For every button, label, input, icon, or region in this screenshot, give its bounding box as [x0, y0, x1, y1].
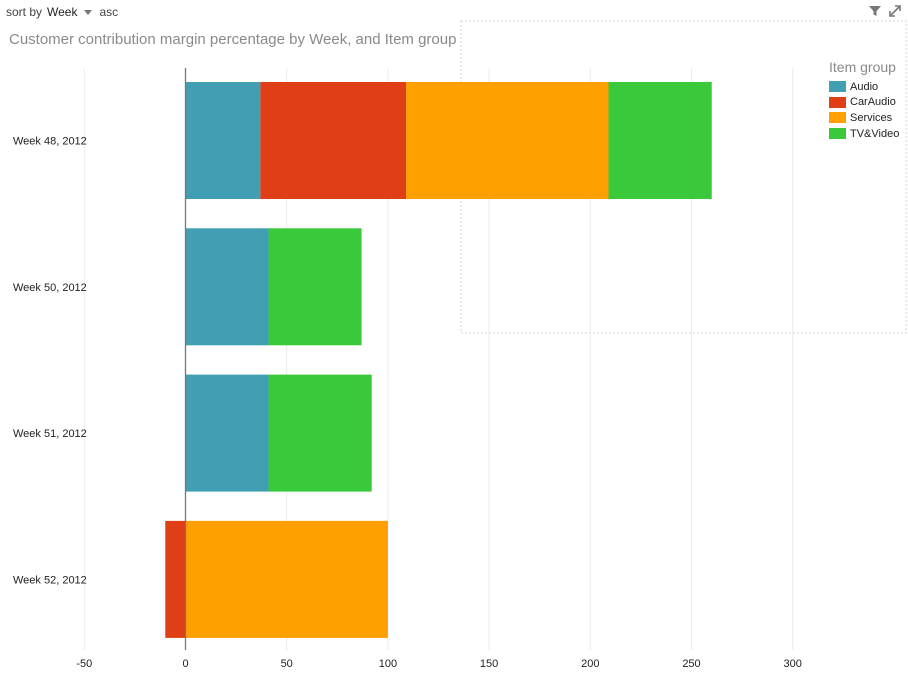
y-category-label: Week 52, 2012 — [13, 574, 87, 586]
bar-segment[interactable] — [268, 228, 362, 346]
filter-icon[interactable] — [868, 4, 882, 18]
legend-label: CarAudio — [850, 96, 896, 109]
legend-swatch — [829, 112, 846, 124]
x-tick-label: 50 — [281, 658, 293, 670]
bar-segment[interactable] — [260, 82, 407, 199]
x-tick-label: 100 — [379, 658, 397, 670]
chart-toolbar — [868, 4, 902, 18]
bar-segment[interactable] — [185, 228, 269, 346]
legend-swatch — [829, 96, 846, 108]
legend-item[interactable]: Audio — [829, 79, 899, 95]
legend-label: TV&Video — [850, 127, 900, 140]
bar-segment[interactable] — [185, 82, 261, 199]
sort-control: sort by Week asc — [6, 4, 118, 20]
x-tick-label: 200 — [581, 658, 599, 670]
bar-segment[interactable] — [406, 82, 609, 199]
bar-segment[interactable] — [268, 374, 372, 492]
y-category-label: Week 48, 2012 — [13, 136, 87, 148]
legend-swatch — [829, 81, 846, 93]
legend: Audio CarAudio Services TV&Video — [829, 79, 899, 141]
chevron-down-icon[interactable] — [84, 9, 93, 15]
legend-label: Services — [850, 111, 893, 124]
chart-title: Customer contribution margin percentage … — [9, 31, 457, 48]
bar-segment[interactable] — [608, 82, 712, 199]
legend-item[interactable]: TV&Video — [829, 126, 899, 142]
bar-segment[interactable] — [185, 374, 269, 492]
x-tick-label: 0 — [182, 658, 188, 670]
sort-field-dropdown[interactable]: Week — [47, 5, 78, 19]
x-tick-label: 300 — [784, 658, 802, 670]
sort-prefix-label: sort by — [6, 5, 43, 19]
expand-icon[interactable] — [888, 4, 902, 18]
bar-segment[interactable] — [185, 520, 388, 638]
legend-title: Item group — [829, 59, 896, 75]
legend-item[interactable]: Services — [829, 110, 899, 126]
legend-label: Audio — [850, 80, 879, 93]
x-tick-label: 150 — [480, 658, 498, 670]
y-category-label: Week 51, 2012 — [13, 428, 87, 440]
legend-swatch — [829, 128, 846, 140]
y-category-label: Week 50, 2012 — [13, 282, 87, 294]
bar-segment[interactable] — [165, 520, 186, 638]
legend-item[interactable]: CarAudio — [829, 95, 899, 111]
sort-direction-toggle[interactable]: asc — [99, 5, 119, 19]
x-tick-label: -50 — [76, 658, 92, 670]
x-tick-label: 250 — [682, 658, 700, 670]
